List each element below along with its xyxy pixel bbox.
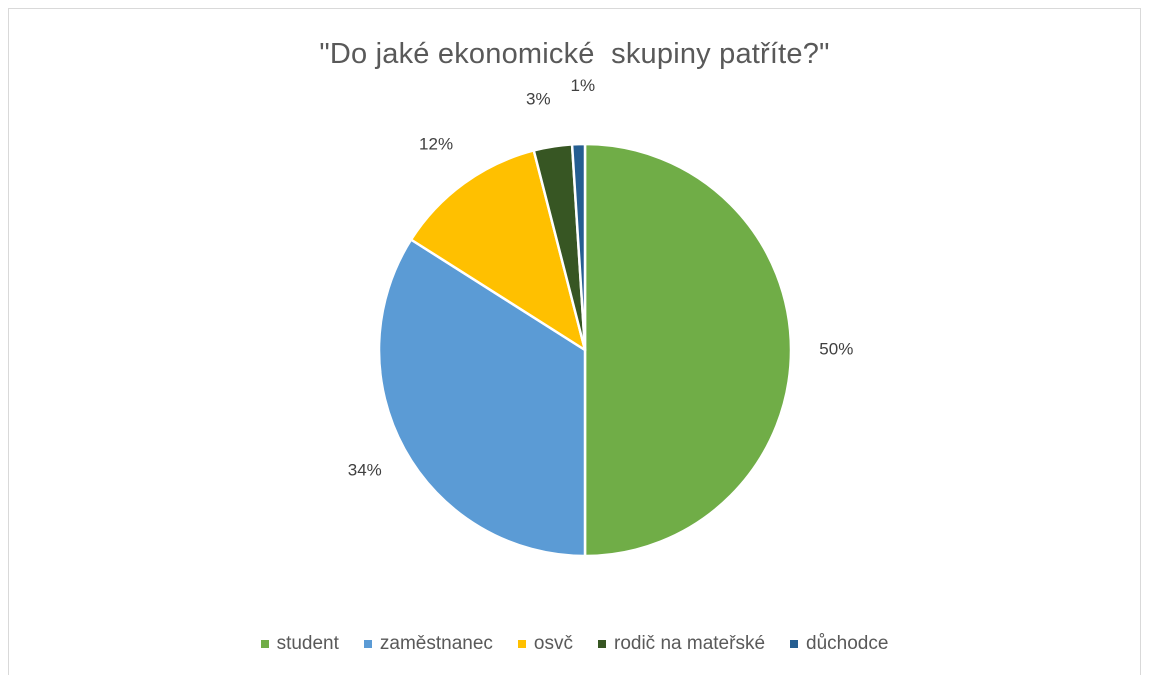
legend-item-student: student [261, 633, 339, 655]
legend-label: zaměstnanec [380, 633, 493, 655]
chart-legend: student zaměstnanec osvč rodič na mateřské d… [0, 633, 1149, 655]
legend-swatch [518, 640, 526, 648]
data-label-zaměstnanec: 34% [348, 461, 382, 480]
data-label-student: 50% [819, 339, 853, 358]
legend-swatch [790, 640, 798, 648]
data-label-důchodce: 1% [571, 76, 596, 95]
legend-label: student [277, 633, 339, 655]
legend-item-zaměstnanec: zaměstnanec [364, 633, 493, 655]
legend-swatch [261, 640, 269, 648]
legend-item-důchodce: důchodce [790, 633, 888, 655]
legend-label: rodič na mateřské [614, 633, 765, 655]
legend-item-osvč: osvč [518, 633, 573, 655]
data-label-osvč: 12% [419, 134, 453, 153]
legend-swatch [598, 640, 606, 648]
legend-label: důchodce [806, 633, 888, 655]
legend-swatch [364, 640, 372, 648]
pie-slice-student [585, 144, 791, 556]
legend-item-rodič-na-mateřské: rodič na mateřské [598, 633, 765, 655]
data-label-rodič-na-mateřské: 3% [526, 89, 551, 108]
legend-label: osvč [534, 633, 573, 655]
pie-slices [379, 144, 791, 556]
